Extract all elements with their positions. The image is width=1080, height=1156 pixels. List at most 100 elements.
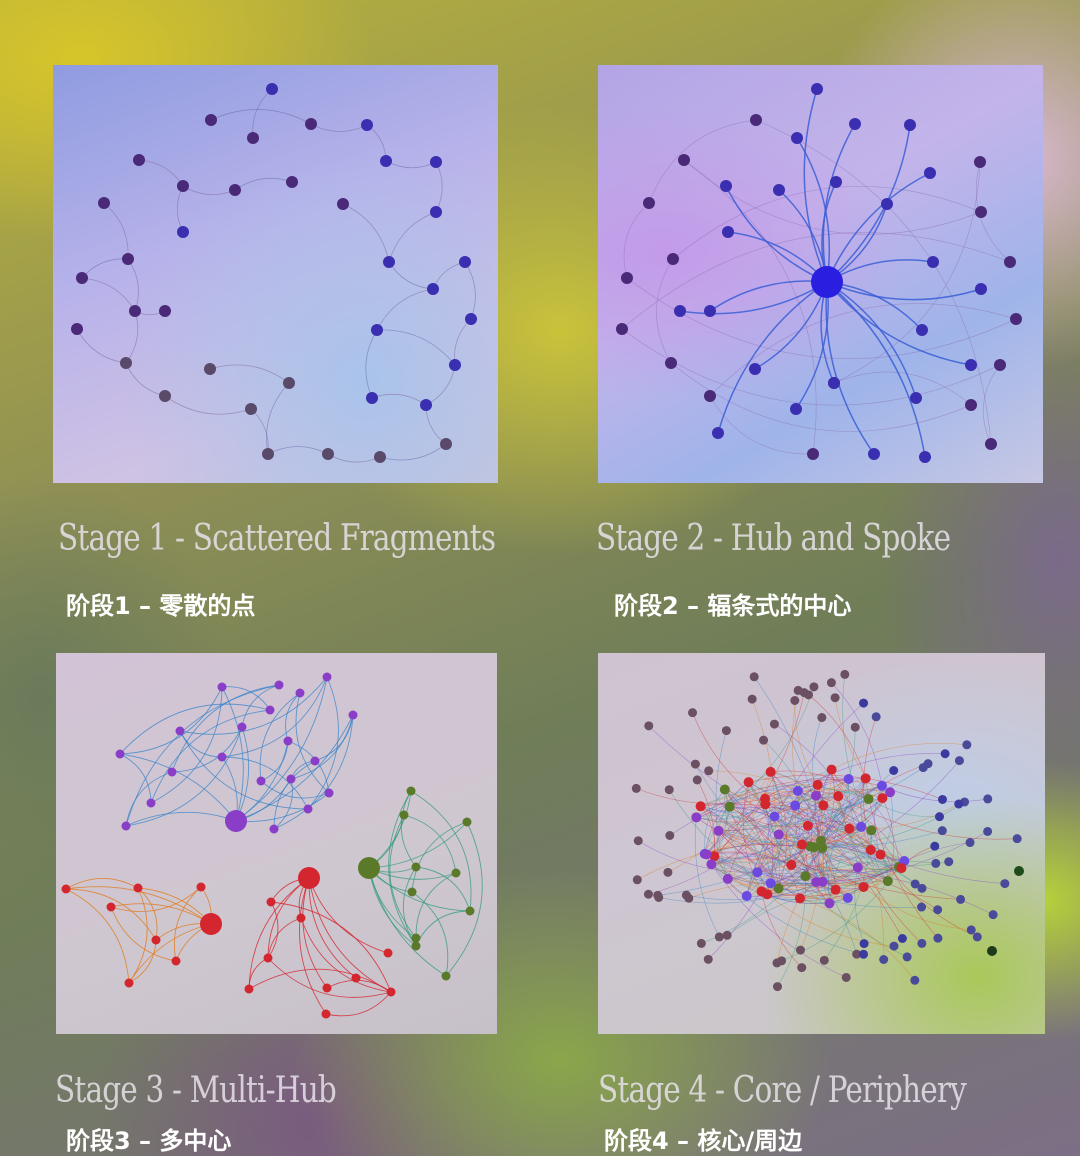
network-edge	[724, 789, 762, 892]
network-edge	[110, 886, 202, 912]
network-edge	[425, 404, 447, 445]
network-edge	[376, 329, 456, 366]
network-edge	[797, 790, 824, 882]
network-node	[420, 399, 432, 411]
network-edge	[670, 362, 972, 432]
network-node	[818, 800, 829, 811]
network-edge	[273, 760, 316, 830]
network-node	[773, 829, 784, 840]
network-node	[449, 359, 461, 371]
network-node	[850, 722, 860, 732]
network-node	[786, 859, 797, 870]
network-node	[927, 256, 939, 268]
network-edge	[831, 682, 883, 786]
network-node	[217, 752, 227, 762]
network-node	[934, 812, 944, 822]
network-edge	[714, 856, 823, 884]
network-node	[720, 180, 732, 192]
network-node	[303, 804, 313, 814]
network-edge	[770, 771, 783, 884]
network-node	[826, 678, 836, 688]
network-edge	[791, 769, 832, 866]
network-node	[987, 946, 997, 956]
network-node	[632, 875, 642, 885]
network-node	[940, 749, 950, 759]
network-edge	[729, 686, 815, 807]
network-edge	[683, 159, 817, 455]
network-node	[159, 305, 171, 317]
network-edge	[252, 88, 273, 139]
network-node	[196, 882, 206, 892]
network-node	[966, 925, 976, 935]
network-edge	[807, 778, 849, 826]
network-edge	[700, 806, 864, 888]
network-node	[305, 118, 317, 130]
network-node	[399, 810, 409, 820]
network-node	[146, 798, 156, 808]
network-node	[840, 669, 850, 679]
network-node	[383, 256, 395, 268]
network-node	[167, 767, 177, 777]
network-edge	[826, 281, 972, 366]
network-edge	[724, 789, 864, 888]
network-edge	[765, 804, 792, 865]
network-edge	[848, 778, 889, 882]
network-node	[756, 886, 767, 897]
network-node	[692, 775, 702, 785]
network-edge	[110, 906, 177, 962]
network-node	[121, 821, 131, 831]
network-node	[115, 749, 125, 759]
network-edge	[711, 864, 771, 884]
network-node	[322, 448, 334, 460]
network-edge	[863, 886, 972, 931]
network-node	[902, 952, 912, 962]
network-edge	[770, 769, 832, 884]
stage-2-subtitle: 阶段2 – 辐条式的中心	[614, 592, 852, 620]
network-node	[703, 954, 713, 964]
network-edge	[757, 792, 891, 873]
network-node	[747, 694, 757, 704]
network-node	[462, 817, 472, 827]
network-edge	[706, 854, 922, 908]
network-node	[667, 253, 679, 265]
network-node	[310, 756, 320, 766]
network-edge	[637, 843, 803, 881]
network-node	[427, 283, 439, 295]
network-edge	[757, 785, 883, 873]
network-node	[133, 883, 143, 893]
network-node	[811, 790, 822, 801]
network-node	[440, 438, 452, 450]
network-edge	[708, 790, 799, 960]
network-edge	[746, 784, 818, 897]
hub-node	[225, 810, 247, 832]
network-edge	[700, 803, 871, 851]
network-node	[286, 774, 296, 784]
network-edge	[310, 123, 368, 132]
network-node	[859, 949, 869, 959]
network-node	[266, 897, 276, 907]
network-edge	[729, 791, 817, 807]
network-edge	[657, 791, 891, 896]
network-edge	[704, 853, 902, 882]
network-edge	[764, 777, 849, 799]
network-node	[704, 390, 716, 402]
network-node	[217, 682, 227, 692]
network-edge	[748, 781, 903, 939]
network-node	[750, 114, 762, 126]
network-edge	[820, 785, 883, 841]
network-node	[868, 448, 880, 460]
network-node	[975, 206, 987, 218]
network-node	[741, 891, 752, 902]
hub-node	[298, 867, 320, 889]
network-node	[175, 726, 185, 736]
network-node	[61, 884, 71, 894]
network-node	[752, 867, 763, 878]
network-edge	[724, 789, 817, 883]
network-edge	[621, 328, 1001, 406]
network-edge	[820, 769, 835, 841]
network-edge	[65, 886, 212, 925]
network-edge	[704, 789, 726, 854]
network-edge	[300, 917, 392, 993]
network-node	[465, 313, 477, 325]
network-edge	[704, 844, 858, 868]
